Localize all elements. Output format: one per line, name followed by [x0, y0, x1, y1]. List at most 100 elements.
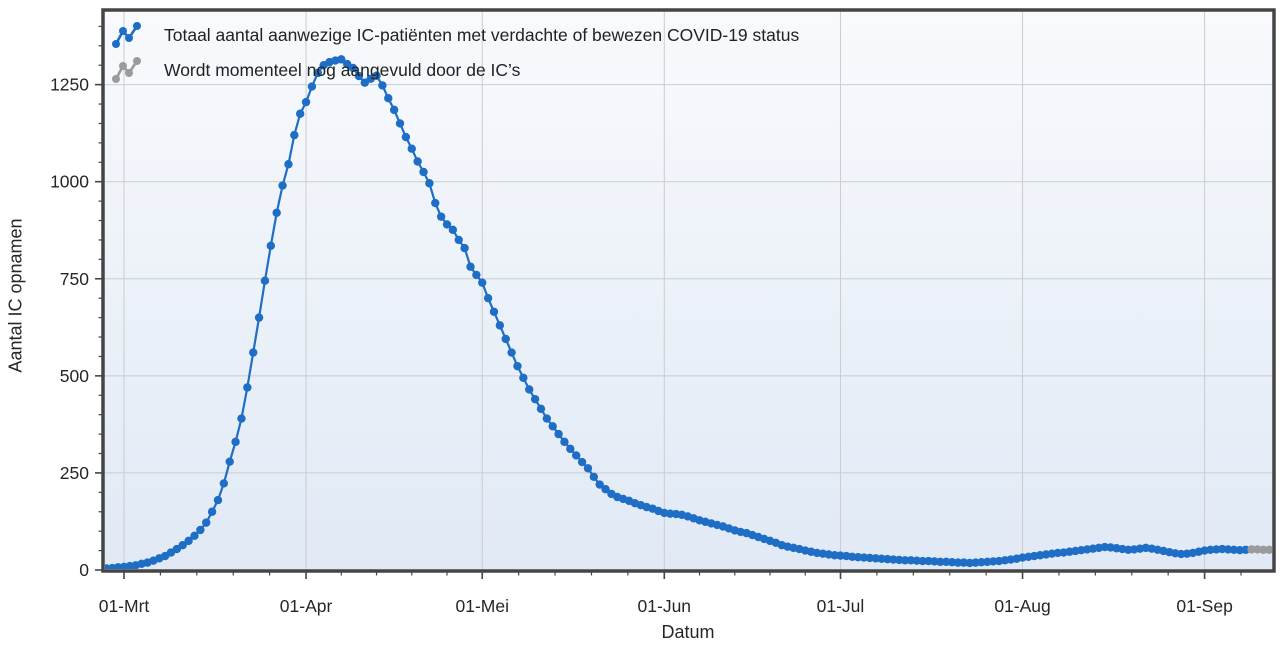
blue-data-point: [472, 270, 481, 280]
blue-data-point: [407, 144, 416, 153]
blue-data-point: [589, 472, 599, 482]
plot-background: [103, 10, 1274, 571]
blue-data-point: [278, 181, 287, 190]
blue-data-point: [595, 480, 604, 489]
blue-data-point: [560, 437, 569, 447]
blue-data-point: [337, 55, 346, 64]
blue-data-point: [348, 63, 358, 73]
blue-data-point: [442, 220, 452, 229]
blue-data-point: [354, 71, 364, 81]
blue-data-point: [401, 132, 411, 142]
blue-data-point: [272, 208, 281, 217]
y-tick-label: 250: [60, 463, 89, 483]
blue-data-point: [554, 429, 563, 439]
blue-data-point: [572, 451, 581, 460]
y-tick-label: 0: [79, 560, 89, 580]
blue-line-marker-icon: [112, 21, 141, 48]
y-tick-label: 500: [60, 366, 89, 386]
y-tick-label: 750: [60, 269, 89, 289]
blue-data-point: [601, 485, 610, 494]
blue-data-point: [548, 422, 557, 431]
legend-item-blue: Totaal aantal aanwezige IC-patiënten met…: [112, 18, 799, 53]
blue-data-point: [184, 536, 193, 546]
blue-data-point: [513, 361, 522, 371]
gray-data-point: [1259, 545, 1268, 555]
y-axis-title: Aantal IC opnamen: [5, 218, 26, 373]
y-tick-label: 1250: [50, 75, 89, 95]
blue-data-point: [260, 276, 270, 285]
blue-data-point: [436, 212, 446, 221]
blue-data-point: [196, 525, 205, 535]
x-tick-label: 01-Mei: [455, 596, 509, 616]
blue-data-point: [178, 540, 187, 550]
plot-frame: [101, 8, 1276, 573]
blue-data-point: [202, 518, 211, 527]
blue-data-point: [583, 464, 593, 473]
blue-data-point: [536, 404, 546, 414]
blue-data-point: [413, 157, 422, 166]
x-tick-label: 01-Jun: [638, 596, 692, 616]
blue-data-point: [501, 334, 510, 344]
legend-label-blue: Totaal aantal aanwezige IC-patiënten met…: [164, 25, 800, 45]
blue-data-point: [918, 556, 927, 566]
blue-data-point: [425, 179, 434, 188]
blue-data-point: [525, 385, 534, 394]
blue-data-point: [384, 94, 393, 103]
blue-data-point: [507, 348, 516, 357]
legend: Totaal aantal aanwezige IC-patiënten met…: [112, 18, 799, 88]
blue-data-point: [301, 97, 311, 107]
blue-data-point: [237, 414, 246, 423]
blue-data-point: [266, 241, 276, 250]
blue-data-point: [900, 556, 910, 565]
blue-data-point: [190, 531, 199, 541]
x-tick-label: 01-Jul: [817, 596, 865, 616]
x-tick-label: 01-Apr: [280, 596, 333, 616]
gray-line-marker-icon: [112, 56, 141, 83]
blue-data-point: [577, 457, 587, 467]
blue-data-point: [249, 348, 258, 357]
blue-data-point: [395, 119, 405, 128]
blue-data-point: [566, 444, 575, 454]
blue-data-point: [290, 130, 299, 140]
blue-data-point: [225, 457, 234, 466]
blue-data-point: [448, 225, 458, 235]
blue-data-point: [431, 198, 440, 208]
blue-data-point: [243, 383, 252, 392]
blue-data-point: [295, 109, 305, 118]
blue-data-point: [478, 278, 487, 287]
blue-data-point: [219, 479, 229, 488]
gray-data-point: [1247, 545, 1256, 554]
blue-data-point: [466, 262, 475, 271]
legend-label-gray: Wordt momenteel nog aangevuld door de IC…: [164, 60, 521, 80]
x-tick-label: 01-Mrt: [99, 596, 150, 616]
blue-data-point: [231, 437, 240, 447]
blue-data-point: [213, 495, 223, 505]
y-tick-label: 1000: [50, 172, 89, 192]
blue-data-point: [389, 105, 399, 115]
legend-item-gray: Wordt momenteel nog aangevuld door de IC…: [112, 53, 799, 88]
blue-data-point: [483, 293, 493, 303]
blue-data-point: [489, 307, 499, 316]
blue-data-point: [460, 243, 469, 253]
blue-data-point: [378, 81, 387, 90]
blue-data-point: [530, 394, 540, 404]
x-tick-label: 01-Aug: [994, 596, 1050, 616]
blue-data-point: [936, 557, 945, 567]
blue-data-point: [207, 507, 217, 516]
blue-data-point: [307, 82, 317, 91]
x-axis-title: Datum: [661, 622, 715, 642]
blue-data-point: [542, 414, 552, 423]
blue-data-point: [372, 71, 381, 80]
gray-data-point: [1264, 545, 1272, 555]
blue-data-point: [284, 160, 293, 169]
blue-data-point: [495, 321, 505, 330]
blue-data-point: [953, 558, 963, 567]
blue-data-point: [454, 235, 463, 245]
blue-data-point: [419, 167, 428, 177]
blue-data-point: [313, 68, 323, 78]
x-tick-label: 01-Sep: [1176, 596, 1232, 616]
blue-data-point: [254, 313, 264, 322]
blue-data-point: [519, 373, 528, 382]
